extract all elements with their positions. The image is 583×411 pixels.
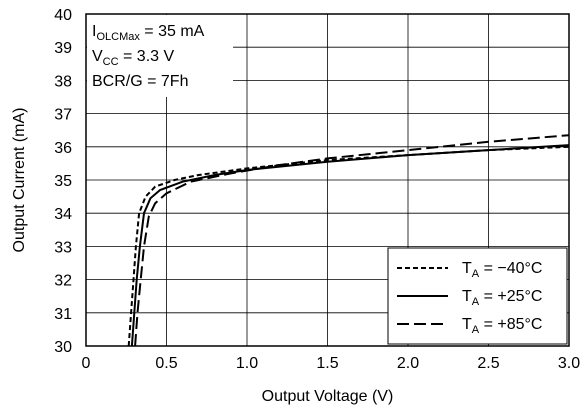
x-axis-label: Output Voltage (V) (262, 388, 394, 405)
legend-label: TA = +85°C (462, 316, 542, 336)
annotation-box: IOLCMax = 35 mA VCC = 3.3 V BCR/G = 7Fh (87, 15, 233, 97)
legend-label: TA = +25°C (462, 288, 542, 308)
y-tick-label: 33 (54, 239, 72, 256)
x-tick-label: 1.5 (316, 355, 338, 372)
annotation-line: IOLCMax = 35 mA (92, 23, 205, 43)
grid (86, 14, 569, 346)
annotation-line: BCR/G = 7Fh (92, 73, 188, 90)
annotation-line: VCC = 3.3 V (92, 48, 174, 68)
y-tick-label: 40 (54, 7, 72, 24)
legend: TA = −40°C TA = +25°C TA = +85°C (387, 247, 568, 345)
y-tick-label: 37 (54, 107, 72, 124)
x-tick-labels: 0 0.5 1.0 1.5 2.0 2.5 3.0 (82, 355, 581, 372)
y-tick-label: 30 (54, 339, 72, 356)
plot-frame (85, 13, 570, 347)
y-tick-labels: 30 31 32 33 34 35 36 37 38 39 40 (54, 7, 72, 356)
series-line (130, 144, 570, 347)
y-tick-label: 39 (54, 40, 72, 57)
y-tick-label: 32 (54, 273, 72, 290)
x-tick-label: 3.0 (558, 355, 580, 372)
x-tick-label: 0.5 (155, 355, 177, 372)
y-axis-label: Output Current (mA) (11, 108, 28, 253)
x-tick-label: 0 (82, 355, 91, 372)
x-tick-label: 2.0 (397, 355, 419, 372)
annotation-background (87, 15, 233, 97)
y-tick-label: 34 (54, 206, 72, 223)
y-tick-label: 31 (54, 306, 72, 323)
series-line (134, 134, 570, 347)
x-tick-label: 1.0 (236, 355, 258, 372)
y-tick-label: 35 (54, 173, 72, 190)
y-tick-label: 38 (54, 73, 72, 90)
series-line (127, 145, 570, 347)
y-tick-label: 36 (54, 140, 72, 157)
x-tick-label: 2.5 (477, 355, 499, 372)
legend-label: TA = −40°C (462, 260, 542, 280)
series-lines (127, 134, 570, 347)
